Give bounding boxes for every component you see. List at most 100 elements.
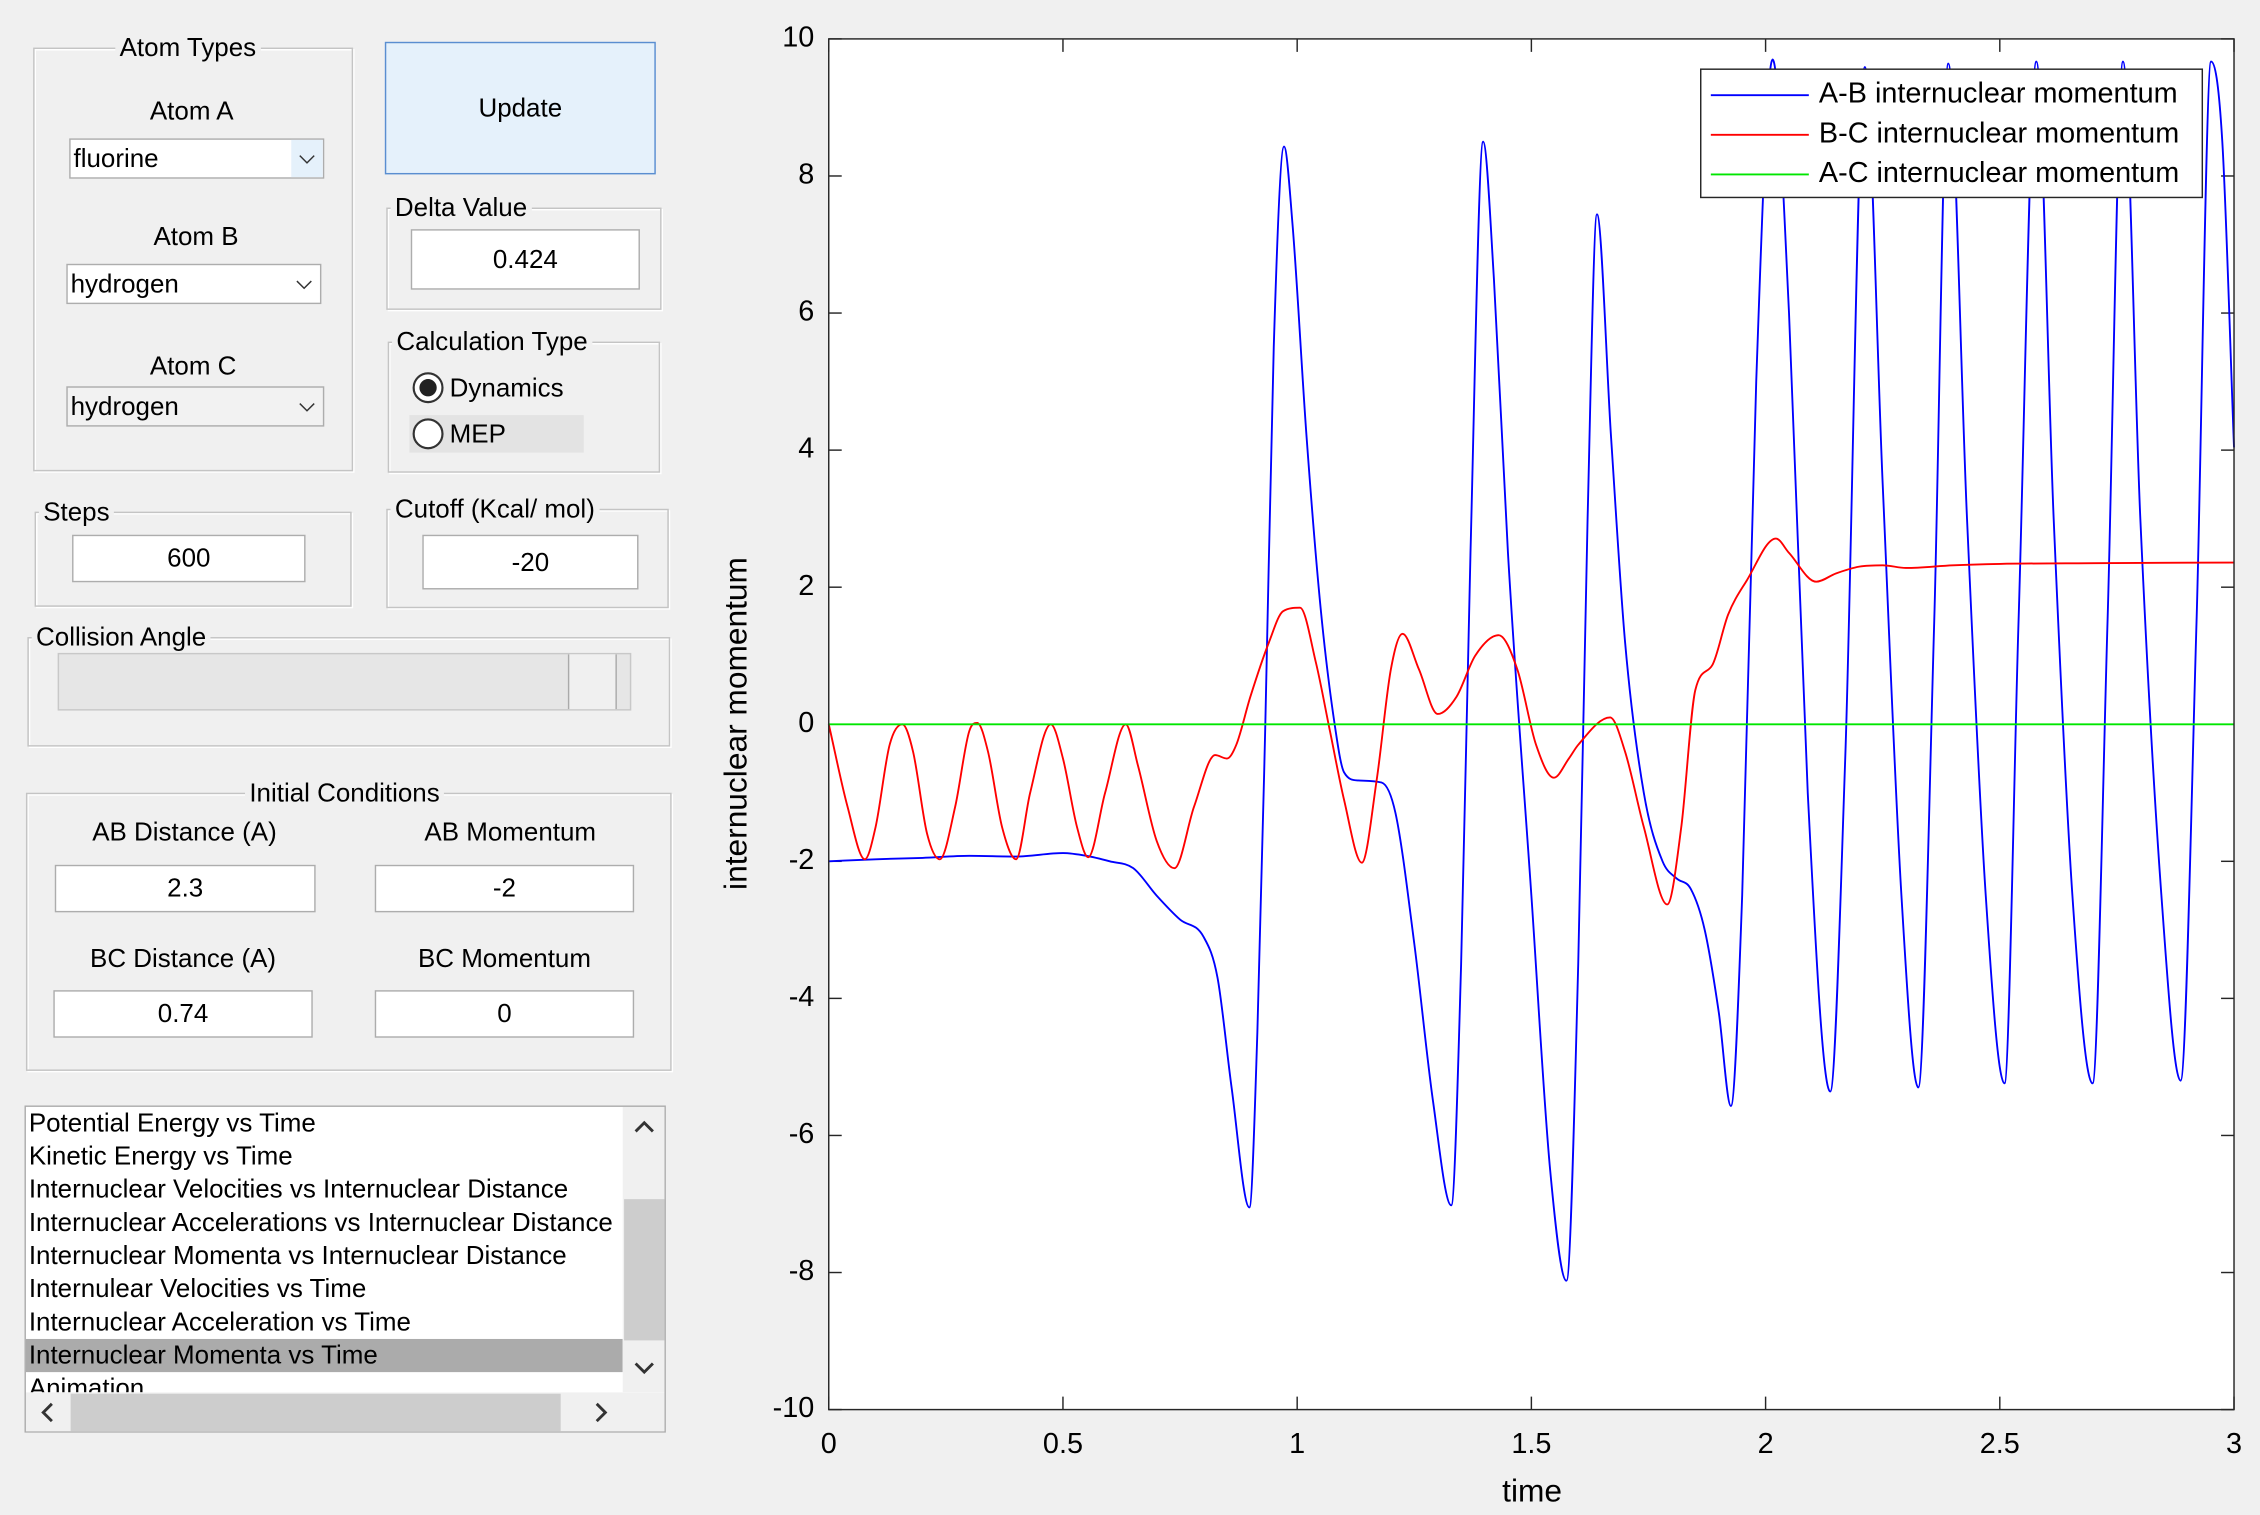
atom-a-dropdown[interactable]: fluorine: [69, 138, 325, 179]
legend-box: [1700, 68, 2204, 199]
label: Atom C: [149, 351, 237, 381]
dropdown-arrow: [296, 280, 312, 290]
ab-distance-input[interactable]: 2.3: [54, 864, 316, 913]
steps-input[interactable]: 600: [72, 534, 306, 583]
radio-group: Dynamics MEP: [409, 369, 589, 455]
input-value: 0.424: [492, 244, 558, 274]
list-item[interactable]: Internuclear Accelerations vs Internucle…: [28, 1207, 613, 1237]
ab-momentum-input[interactable]: -2: [374, 864, 635, 913]
list-item[interactable]: Internuclear Momenta vs Time: [25, 1338, 623, 1373]
steps-group: Steps: [34, 495, 352, 607]
input-value: 2.3: [167, 873, 204, 903]
x-tick-label: 0: [821, 1428, 837, 1460]
x-axis-label: time: [1502, 1473, 1562, 1509]
slider-thumb[interactable]: [567, 654, 617, 710]
data-line: [828, 58, 2235, 1282]
radio-icon: [412, 418, 444, 450]
group-title: Atom Types: [115, 31, 261, 64]
group-title: Collision Angle: [31, 621, 211, 653]
radio-circle: [412, 418, 444, 450]
list-item[interactable]: Internuclear Momenta vs Internuclear Dis…: [28, 1240, 567, 1270]
legend-label: A-B internuclear momentum: [1819, 78, 2178, 110]
y-tick-label: 2: [798, 570, 814, 602]
dropdown-arrow: [299, 403, 315, 412]
y-tick-label: 0: [798, 707, 814, 739]
collision-angle-slider[interactable]: [57, 652, 632, 711]
cutoff-input[interactable]: -20: [422, 534, 639, 590]
label: BC Momentum: [417, 944, 591, 973]
input-value: -20: [511, 546, 550, 576]
bc-momentum-input[interactable]: 0: [374, 990, 635, 1038]
cutoff-group: Cutoff (Kcal/ mol): [386, 492, 669, 609]
radio-option[interactable]: Dynamics: [409, 369, 589, 406]
atom-types-group: Atom Types: [33, 31, 354, 472]
group-title: Steps: [38, 495, 114, 528]
y-tick-label: -10: [773, 1392, 815, 1424]
list-item[interactable]: Internulear Velocities vs Time: [28, 1274, 367, 1303]
y-tick-label: 6: [798, 296, 814, 328]
input-value: 0: [497, 998, 512, 1028]
bc-distance-input[interactable]: 0.74: [53, 990, 313, 1038]
group-title: Calculation Type: [392, 325, 593, 358]
calculation-type-group: Calculation Type: [387, 325, 661, 473]
label: AB Momentum: [424, 817, 597, 847]
label: Atom B: [153, 221, 239, 251]
list-item[interactable]: Potential Energy vs Time: [28, 1108, 316, 1138]
y-tick-label: -6: [789, 1118, 815, 1150]
y-tick-label: -2: [789, 844, 815, 876]
y-tick-label: -4: [789, 981, 815, 1013]
horizontal-scrollbar[interactable]: [25, 1392, 666, 1432]
group-title: Initial Conditions: [245, 776, 445, 809]
y-tick-label: 4: [798, 433, 814, 465]
dropdown-arrow: [291, 139, 323, 178]
update-button[interactable]: Update: [384, 41, 656, 175]
axes-box: [828, 38, 2235, 1411]
radio-label: Dynamics: [449, 373, 564, 403]
dropdown-value: hydrogen: [70, 391, 179, 421]
initial-conditions-group: Initial Conditions: [25, 776, 672, 1071]
dropdown-value: fluorine: [73, 143, 159, 173]
delta-value-group: Delta Value: [386, 191, 662, 310]
y-tick-label: 10: [782, 22, 814, 54]
group-title: Cutoff (Kcal/ mol): [390, 492, 600, 525]
y-axis-label: internuclear momentum: [717, 557, 753, 890]
list-item[interactable]: Animation: [28, 1373, 145, 1393]
delta-value-input[interactable]: 0.424: [410, 229, 640, 290]
legend-label: A-C internuclear momentum: [1819, 157, 2179, 189]
label: AB Distance (A): [92, 817, 277, 847]
data-line: [827, 537, 2235, 906]
label: Atom A: [149, 96, 234, 126]
radio-dot: [419, 379, 437, 397]
radio-label: MEP: [449, 419, 506, 449]
group-title: Delta Value: [390, 191, 532, 224]
atom-c-dropdown[interactable]: hydrogen: [66, 386, 325, 427]
radio-icon: [412, 372, 444, 404]
x-tick-label: 2: [1758, 1428, 1774, 1460]
vertical-scrollbar[interactable]: [622, 1106, 666, 1393]
y-tick-label: -8: [789, 1255, 815, 1287]
list-items: Potential Energy vs Time Kinetic Energy v…: [25, 1107, 623, 1393]
atom-b-dropdown[interactable]: hydrogen: [66, 263, 322, 305]
x-tick-label: 1.5: [1511, 1428, 1551, 1460]
button-label: Update: [478, 92, 563, 122]
collision-angle-group: Collision Angle: [27, 621, 671, 747]
list-item[interactable]: Internuclear Acceleration vs Time: [28, 1307, 411, 1337]
x-tick-label: 2.5: [1980, 1428, 2020, 1460]
legend-label: B-C internuclear momentum: [1819, 117, 2179, 149]
list-item[interactable]: Internuclear Velocities vs Internuclear …: [28, 1174, 569, 1204]
dropdown-value: hydrogen: [70, 268, 179, 298]
input-value: 0.74: [157, 998, 209, 1028]
input-value: 600: [167, 543, 211, 573]
plot-type-listbox: Potential Energy vs Time Kinetic Energy v…: [24, 1105, 666, 1433]
list-item[interactable]: Kinetic Energy vs Time: [28, 1141, 293, 1171]
y-tick-label: 8: [798, 159, 814, 191]
x-tick-label: 1: [1289, 1428, 1305, 1460]
x-tick-label: 0.5: [1043, 1428, 1083, 1460]
x-tick-label: 3: [2226, 1428, 2242, 1460]
radio-option[interactable]: MEP: [409, 415, 584, 453]
input-value: -2: [492, 873, 516, 903]
label: BC Distance (A): [90, 944, 277, 973]
